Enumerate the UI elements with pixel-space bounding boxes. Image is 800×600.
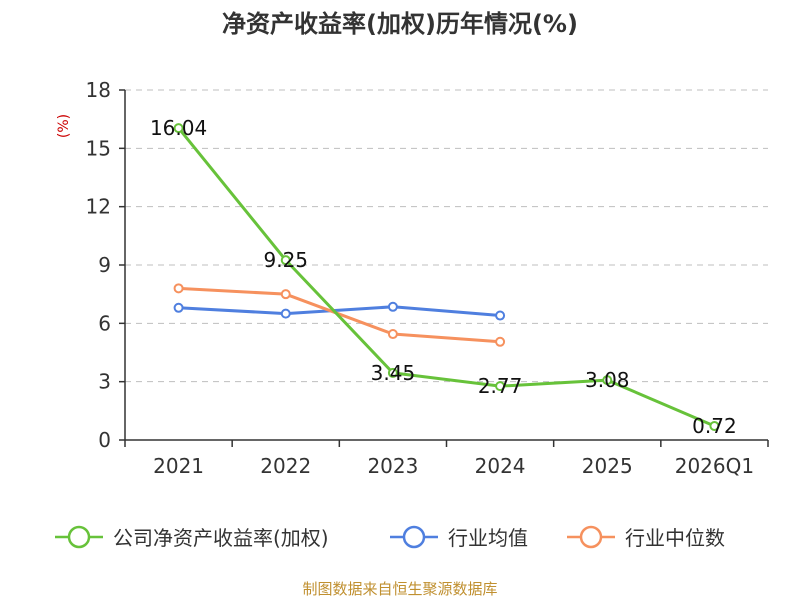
y-tick-label: 6 — [98, 311, 111, 335]
legend-swatch-marker — [67, 525, 91, 549]
data-point — [387, 329, 398, 340]
legend-swatch-marker — [402, 525, 426, 549]
data-point — [495, 310, 506, 321]
data-label: 2.77 — [478, 374, 523, 398]
y-tick-label: 3 — [98, 370, 111, 394]
y-tick-label: 12 — [86, 195, 111, 219]
data-point — [387, 367, 398, 378]
data-point — [280, 308, 291, 319]
data-label: 9.25 — [263, 248, 308, 272]
data-point — [173, 123, 184, 134]
y-tick-label: 0 — [98, 428, 111, 452]
legend-label: 行业均值 — [448, 526, 528, 550]
legend-label: 行业中位数 — [625, 526, 725, 550]
data-point — [387, 301, 398, 312]
data-point — [280, 289, 291, 300]
y-tick-label: 18 — [86, 78, 111, 102]
source-note: 制图数据来自恒生聚源数据库 — [302, 580, 497, 598]
x-tick-label: 2025 — [582, 454, 633, 478]
data-point — [709, 421, 720, 431]
data-label: 3.45 — [371, 361, 416, 385]
y-tick-label: 9 — [98, 253, 111, 277]
legend-swatch-marker — [579, 525, 603, 549]
legend-label: 公司净资产收益率(加权) — [113, 526, 329, 550]
data-label: 3.08 — [585, 368, 630, 392]
x-tick-label: 2023 — [367, 454, 418, 478]
data-label: 16.04 — [150, 116, 207, 140]
data-point — [602, 375, 613, 386]
data-point — [173, 283, 184, 294]
series-line-1 — [178, 305, 501, 318]
x-tick-label: 2021 — [153, 454, 204, 478]
y-axis-label: (%) — [56, 114, 72, 138]
chart-title: 净资产收益率(加权)历年情况(%) — [222, 10, 578, 38]
data-point — [173, 302, 184, 313]
x-tick-label: 2024 — [475, 454, 526, 478]
data-point — [280, 255, 291, 266]
x-tick-label: 2022 — [260, 454, 311, 478]
data-point — [495, 381, 506, 392]
data-point — [495, 336, 506, 347]
data-label: 0.72 — [692, 414, 737, 438]
series-line-2 — [178, 286, 501, 344]
y-tick-label: 15 — [86, 136, 111, 160]
x-tick-label: 2026Q1 — [675, 454, 754, 478]
series-line-0 — [177, 127, 716, 428]
